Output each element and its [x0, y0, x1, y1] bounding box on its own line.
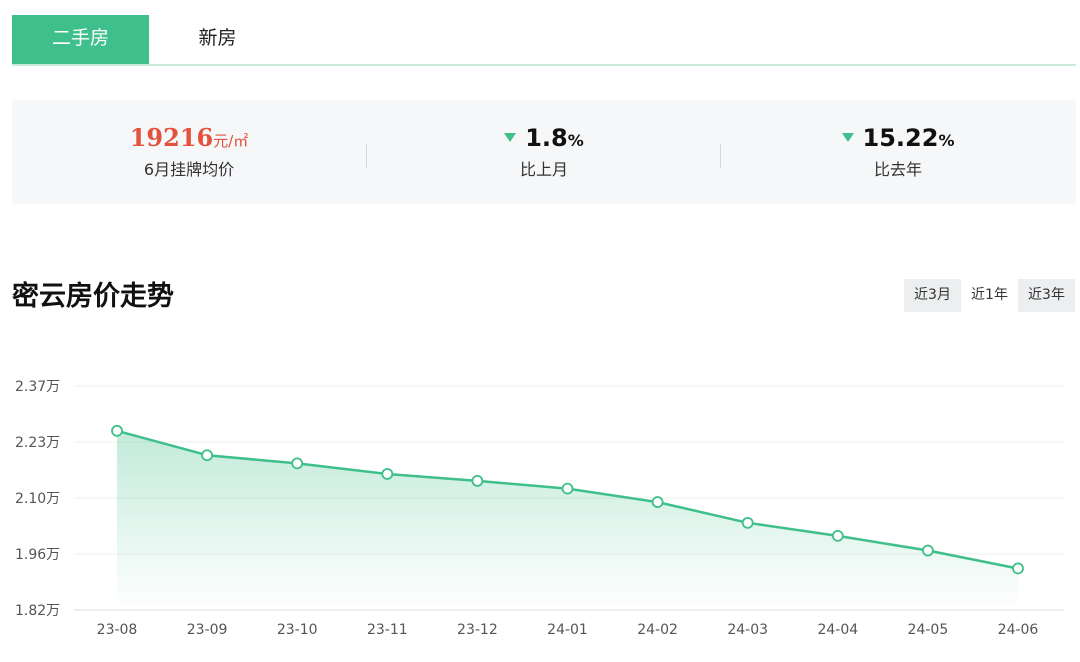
data-point[interactable]	[561, 482, 574, 495]
x-tick-label: 23-08	[97, 622, 138, 638]
x-tick-label: 23-10	[277, 622, 318, 638]
stat-divider	[720, 144, 721, 168]
data-point[interactable]	[922, 544, 934, 557]
data-point[interactable]	[1012, 562, 1024, 575]
x-tick-label: 24-02	[637, 622, 678, 638]
year-change-value: 15.22	[862, 124, 939, 152]
year-change-unit: %	[938, 131, 955, 150]
x-tick-label: 23-12	[457, 622, 498, 638]
year-change-label: 比去年	[873, 160, 922, 179]
range-3-years-button[interactable]: 近3年	[1018, 279, 1075, 312]
y-tick-label: 2.37万	[15, 379, 60, 395]
data-point[interactable]	[201, 449, 214, 462]
x-tick-label: 24-03	[727, 622, 768, 638]
x-tick-label: 24-06	[998, 622, 1039, 638]
data-point[interactable]	[111, 424, 123, 437]
price-trend-chart: 2.37万 2.23万 2.10万 1.96万 1.82万 23-08 23-09 23-10…	[15, 379, 1064, 638]
data-point[interactable]	[651, 496, 664, 508]
x-tick-label: 23-11	[367, 622, 408, 638]
data-point[interactable]	[471, 474, 484, 487]
month-change-value: 1.8	[525, 124, 568, 152]
tab-new-house[interactable]: 新房	[198, 27, 237, 49]
stats-panel: 19216元/㎡ 6月挂牌均价 1.8% 比上月 15.22% 比去年	[12, 100, 1076, 204]
range-1-year-button[interactable]: 近1年	[961, 279, 1018, 312]
month-change-label: 比上月	[519, 160, 568, 179]
down-arrow-icon	[841, 133, 854, 142]
avg-price-value: 19216	[129, 123, 214, 152]
year-change-stat: 15.22% 比去年	[721, 100, 1075, 204]
month-change-unit: %	[567, 131, 584, 150]
data-point[interactable]	[381, 468, 394, 480]
y-tick-label: 2.23万	[15, 435, 60, 451]
trend-title: 密云房价走势	[12, 281, 174, 312]
price-area-fill	[117, 430, 1018, 610]
tab-second-hand[interactable]: 二手房	[12, 15, 149, 64]
y-tick-label: 1.82万	[15, 603, 60, 619]
avg-price-stat: 19216元/㎡ 6月挂牌均价	[12, 100, 366, 204]
tab-bar: 二手房 新房	[12, 15, 1076, 66]
stat-divider	[366, 144, 367, 168]
y-tick-label: 2.10万	[15, 491, 60, 507]
range-3-months-button[interactable]: 近3月	[904, 279, 961, 312]
data-point[interactable]	[291, 457, 304, 470]
x-tick-label: 23-09	[187, 622, 228, 638]
y-tick-label: 1.96万	[15, 547, 60, 563]
x-tick-label: 24-01	[547, 622, 588, 638]
avg-price-unit: 元/㎡	[213, 132, 249, 150]
x-tick-label: 24-05	[908, 622, 949, 638]
data-point[interactable]	[741, 516, 754, 529]
down-arrow-icon	[504, 133, 517, 142]
data-point[interactable]	[831, 529, 844, 542]
month-change-stat: 1.8% 比上月	[367, 100, 721, 204]
x-tick-label: 24-04	[817, 622, 858, 638]
avg-price-label: 6月挂牌均价	[143, 160, 235, 179]
